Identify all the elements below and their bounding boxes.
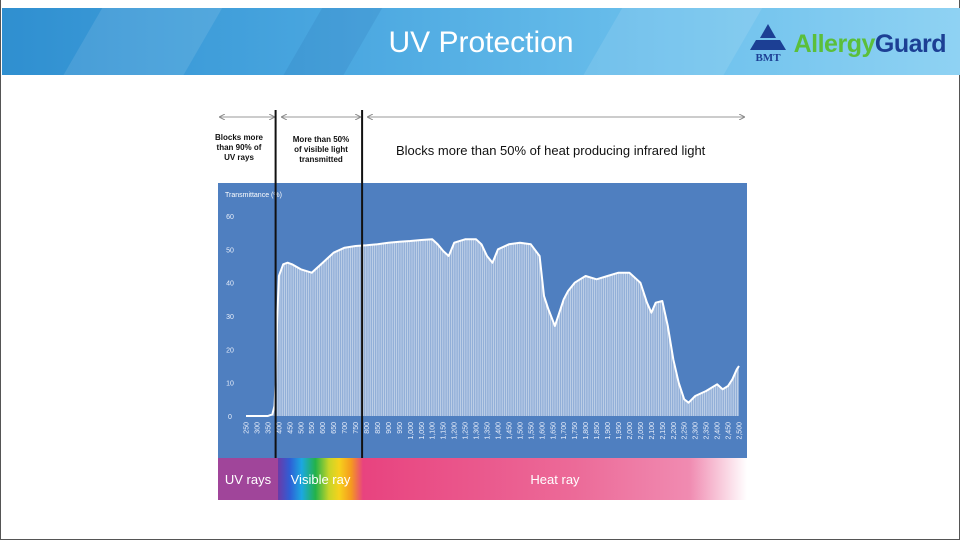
- heat-ray-band-label: Heat ray: [530, 471, 580, 487]
- uv-annotation-line: Blocks more: [214, 133, 264, 142]
- visible-annotation: More than 50% of visible light transmitt…: [283, 135, 359, 165]
- uv-annotation-line: than 90% of: [216, 143, 262, 152]
- x-tick-label: 850: [375, 422, 382, 434]
- y-axis-label: Transmittance (%): [225, 192, 282, 199]
- uv-annotation: Blocks more than 90% of UV rays: [210, 133, 268, 163]
- x-tick-label: 400: [276, 422, 283, 434]
- heat-ray-band: Heat ray: [363, 458, 747, 500]
- x-tick-label: 1,050: [419, 422, 426, 440]
- transmittance-chart: Transmittance (%) 0 10 20 30 40 50 60 250 300 35…: [218, 183, 747, 458]
- x-tick-label: 2,250: [682, 422, 689, 440]
- y-tick-label: 0: [228, 414, 232, 421]
- x-tick-label: 1,950: [616, 422, 623, 440]
- visible-annotation-line: transmitted: [299, 155, 343, 164]
- x-tick-label: 750: [353, 422, 360, 434]
- x-tick-label: 1,350: [485, 422, 492, 440]
- x-tick-label: 1,550: [528, 422, 535, 440]
- visible-annotation-line: of visible light: [294, 145, 348, 154]
- y-tick-label: 30: [226, 314, 234, 321]
- x-tick-label: 2,200: [671, 422, 678, 440]
- logo-word-allergy: Allergy: [793, 29, 876, 58]
- bmt-triangle-logo-icon: BMT: [746, 22, 790, 66]
- infrared-annotation: Blocks more than 50% of heat producing i…: [396, 143, 706, 158]
- x-tick-label: 2,500: [737, 422, 744, 440]
- x-tick-label: 2,350: [704, 422, 711, 440]
- x-tick-label: 600: [320, 422, 327, 434]
- uv-rays-band: UV rays: [218, 458, 278, 500]
- transmittance-curve: [246, 238, 740, 417]
- x-tick-label: 250: [244, 422, 251, 434]
- x-tick-label: 2,150: [660, 422, 667, 440]
- logo-mark-text: BMT: [755, 52, 781, 64]
- x-tick-label: 800: [364, 422, 371, 434]
- x-tick-label: 1,450: [506, 422, 513, 440]
- x-tick-label: 700: [342, 422, 349, 434]
- x-tick-label: 1,800: [583, 422, 590, 440]
- logo-word-guard: Guard: [874, 29, 947, 58]
- x-tick-label: 1,700: [561, 422, 568, 440]
- x-tick-label: 500: [298, 422, 305, 434]
- x-tick-label: 2,450: [726, 422, 733, 440]
- x-tick-label: 950: [397, 422, 404, 434]
- x-tick-label: 1,750: [572, 422, 579, 440]
- y-tick-label: 20: [226, 347, 234, 354]
- y-tick-label: 10: [226, 381, 234, 388]
- x-tick-label: 300: [254, 422, 261, 434]
- x-tick-label: 2,000: [627, 422, 634, 440]
- transmittance-area: [246, 239, 739, 416]
- x-tick-label: 1,200: [452, 422, 459, 440]
- x-tick-label: 1,100: [430, 422, 437, 440]
- y-tick-label: 40: [226, 281, 234, 288]
- y-tick-label: 50: [226, 247, 234, 254]
- x-tick-label: 650: [331, 422, 338, 434]
- x-tick-label: 2,100: [649, 422, 656, 440]
- x-tick-label: 2,300: [693, 422, 700, 440]
- uv-annotation-line: UV rays: [224, 153, 254, 162]
- x-tick-label: 1,900: [605, 422, 612, 440]
- slide-title: UV Protection: [388, 26, 574, 59]
- brand-logo: BMT AllergyGuard: [746, 22, 947, 66]
- uv-rays-band-label: UV rays: [224, 471, 272, 487]
- x-tick-label: 1,250: [463, 422, 470, 440]
- x-tick-label: 1,150: [441, 422, 448, 440]
- x-tick-label: 1,300: [474, 422, 481, 440]
- x-tick-label: 450: [287, 422, 294, 434]
- x-tick-label: 900: [386, 422, 393, 434]
- x-tick-label: 1,000: [408, 422, 415, 440]
- logo-wordmark: AllergyGuard: [793, 29, 947, 59]
- x-tick-label: 350: [265, 422, 272, 434]
- visible-annotation-line: More than 50%: [292, 135, 350, 144]
- x-tick-label: 2,400: [715, 422, 722, 440]
- x-tick-label: 1,500: [517, 422, 524, 440]
- x-tick-label: 550: [309, 422, 316, 434]
- x-tick-label: 1,400: [495, 422, 502, 440]
- x-tick-label: 2,050: [638, 422, 645, 440]
- visible-ray-band-label: Visible ray: [290, 471, 351, 487]
- x-tick-label: 1,650: [550, 422, 557, 440]
- y-tick-label: 60: [226, 214, 234, 221]
- slide-header: UV Protection BMT AllergyGuard: [2, 8, 960, 75]
- x-tick-label: 1,850: [594, 422, 601, 440]
- x-tick-label: 1,600: [539, 422, 546, 440]
- visible-ray-band: Visible ray: [278, 458, 363, 500]
